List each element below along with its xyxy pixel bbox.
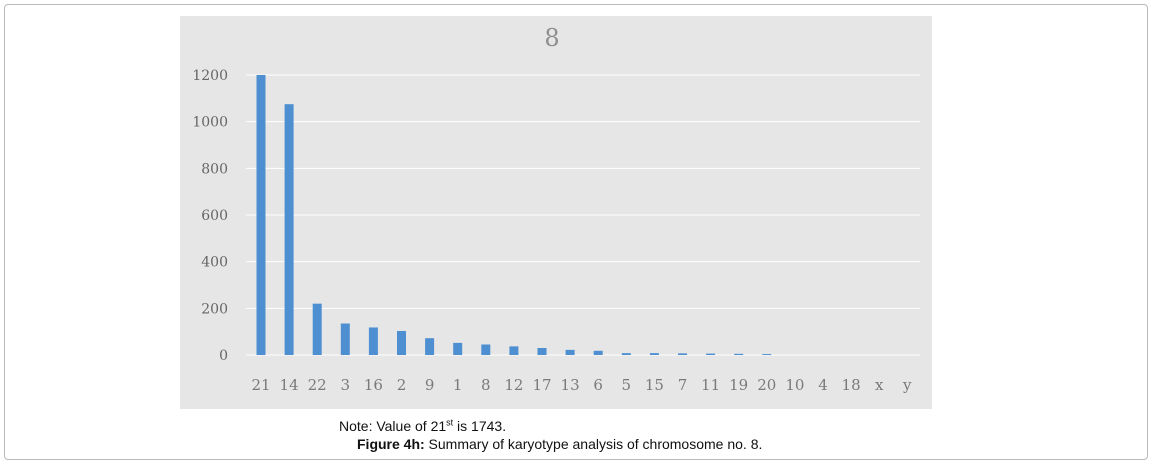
y-tick-label: 600 [201, 208, 228, 224]
x-tick-label: 15 [645, 376, 664, 394]
x-tick-label: 19 [729, 376, 748, 394]
y-tick-label: 0 [219, 348, 228, 364]
bar-3 [340, 323, 350, 355]
x-axis-ticks: 21 14 22 3 16 2 9 1 8 12 17 13 6 5 15 7 11 19 20 10 4 18 x y [251, 376, 912, 394]
x-tick-label: 6 [593, 376, 603, 394]
bar-6 [593, 350, 603, 355]
y-tick-label: 1200 [192, 68, 228, 84]
x-tick-label: 2 [397, 376, 407, 394]
bar-19 [734, 353, 744, 355]
x-tick-label: 12 [504, 376, 523, 394]
x-tick-label: 5 [622, 376, 632, 394]
bar-16 [368, 327, 378, 355]
gridlines [246, 74, 920, 356]
x-tick-label: 9 [425, 376, 435, 394]
x-tick-label: 3 [341, 376, 351, 394]
x-tick-label: 11 [701, 376, 720, 394]
bar-21 [256, 75, 266, 355]
bar-5 [621, 353, 631, 355]
bar-11 [706, 353, 716, 355]
y-tick-label: 800 [201, 161, 228, 177]
x-tick-label: 10 [785, 376, 804, 394]
x-tick-label: 20 [757, 376, 776, 394]
bar-13 [565, 349, 575, 355]
bar-20 [762, 354, 772, 355]
x-tick-label: 4 [818, 376, 828, 394]
bar-1 [453, 342, 463, 355]
x-tick-label: 13 [561, 376, 580, 394]
x-tick-label: 18 [842, 376, 861, 394]
y-tick-label: 400 [201, 255, 228, 271]
x-tick-label: x [875, 376, 884, 394]
x-tick-label: 17 [532, 376, 551, 394]
x-tick-label: 8 [481, 376, 491, 394]
x-tick-label: 14 [280, 376, 299, 394]
x-tick-label: 21 [251, 376, 270, 394]
y-tick-label: 1000 [192, 115, 228, 131]
y-tick-label: 200 [201, 301, 228, 317]
bar-12 [509, 346, 519, 355]
chart-title: 8 [544, 24, 559, 52]
x-tick-label: 1 [453, 376, 463, 394]
bars [256, 75, 772, 356]
chart-panel: 0 200 400 600 800 1000 1200 21 14 22 3 16 2 9 1 8 12 17 1… [180, 16, 932, 409]
bar-14 [284, 104, 294, 356]
bar-7 [678, 353, 687, 355]
x-tick-label: 7 [678, 376, 688, 394]
bar-8 [481, 344, 491, 355]
x-tick-label: 16 [364, 376, 383, 394]
bar-17 [537, 348, 547, 355]
bar-15 [649, 353, 659, 355]
bar-9 [425, 338, 435, 355]
bar-2 [397, 330, 406, 355]
bar-22 [312, 303, 322, 355]
y-axis-ticks: 0 200 400 600 800 1000 1200 [192, 68, 228, 364]
x-tick-label: 22 [308, 376, 327, 394]
x-tick-label: y [902, 376, 912, 394]
